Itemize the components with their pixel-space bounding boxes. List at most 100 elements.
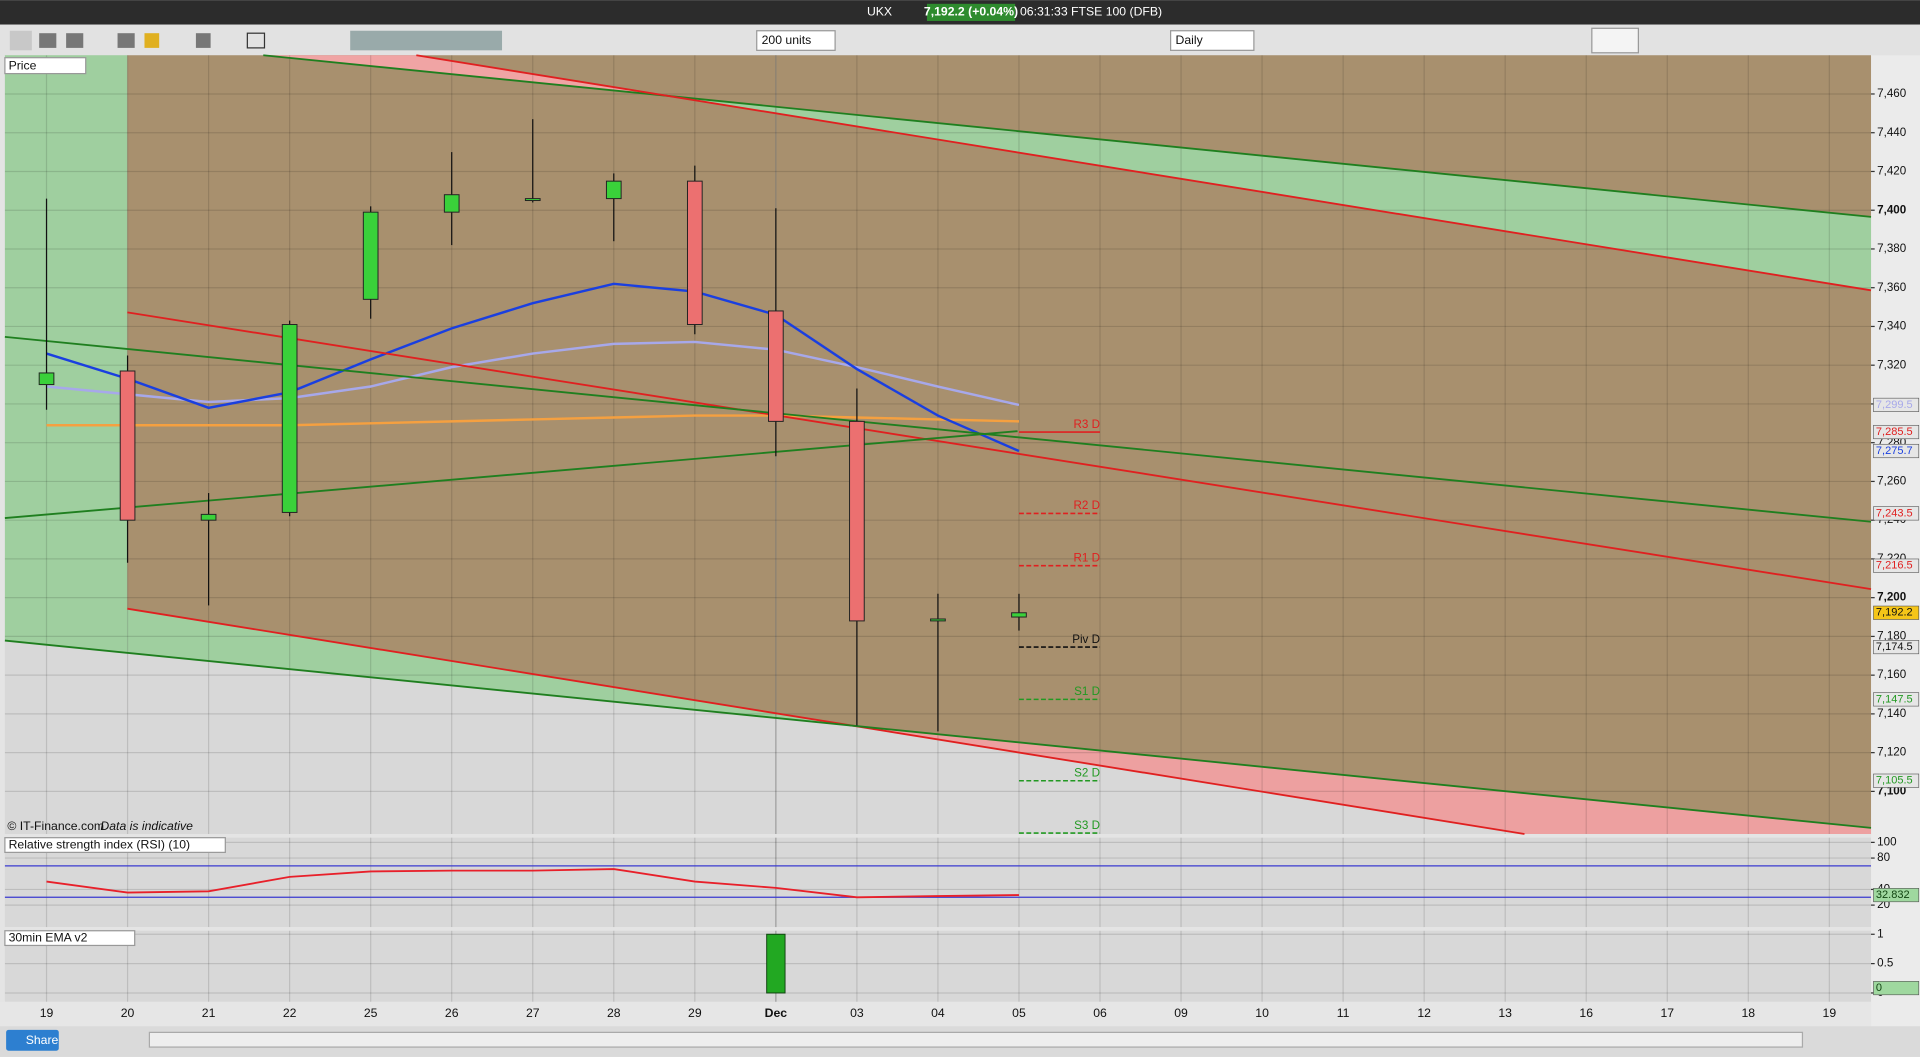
value-tag — [1873, 640, 1920, 655]
price: 7,192.2 (+0.04%) — [924, 5, 1018, 19]
value-tag-label: 7,192.2 — [1876, 607, 1913, 619]
interval: Daily — [1176, 33, 1204, 47]
candle-body — [443, 194, 460, 213]
ema-panel — [4, 930, 1872, 1002]
x-tick-label: 19 — [40, 1006, 54, 1020]
panel-title: Price — [9, 58, 37, 72]
panel-header — [4, 57, 87, 75]
tool-draw[interactable] — [66, 33, 84, 48]
bar — [766, 933, 786, 994]
x-tick-label: 18 — [1741, 1006, 1755, 1020]
pivot-label: Piv D — [1072, 633, 1100, 646]
share-label: Share — [26, 1033, 59, 1047]
share-button[interactable] — [6, 1029, 59, 1051]
y-tick-label: 80 — [1877, 851, 1890, 864]
value-tag-label: 7,285.5 — [1876, 426, 1913, 438]
fill-brown — [127, 55, 1872, 835]
tool-delete[interactable] — [195, 33, 211, 48]
disclaimer: Data is indicative — [100, 819, 193, 833]
x-tick-label: 03 — [850, 1006, 864, 1020]
units-select[interactable] — [756, 30, 836, 51]
panel-title: Relative strength index (RSI) (10) — [9, 837, 191, 851]
y-tick-label: 7,400 — [1877, 203, 1906, 216]
y-tick-label: 7,360 — [1877, 281, 1907, 294]
chart-type-button[interactable] — [1591, 27, 1639, 54]
trend-line — [127, 607, 1525, 835]
channel-lines — [4, 54, 1872, 835]
pivot-label: S1 D — [1074, 685, 1100, 698]
x-tick-label: 11 — [1337, 1006, 1350, 1020]
pivot-label: S3 D — [1074, 819, 1100, 832]
price-box — [926, 3, 1016, 21]
trend-line — [263, 54, 1872, 218]
x-tick-label: 05 — [1012, 1006, 1026, 1020]
x-tick-label: 26 — [445, 1006, 459, 1020]
value-tag-label: 7,216.5 — [1876, 560, 1913, 572]
y-tick-label: 0.5 — [1877, 957, 1893, 970]
y-tick-label: 7,180 — [1877, 629, 1907, 642]
interval-select[interactable] — [1170, 30, 1255, 51]
x-tick-label: 06 — [1093, 1006, 1107, 1020]
series-line — [46, 340, 1020, 407]
candle-body — [686, 180, 703, 326]
x-tick-label: 04 — [931, 1006, 945, 1020]
rsi-panel — [4, 837, 1872, 928]
fill-pink — [852, 725, 1872, 835]
candle-body — [849, 420, 865, 622]
panel-header — [4, 930, 136, 947]
x-tick-label: 10 — [1255, 1006, 1269, 1020]
x-tick-label: 25 — [364, 1006, 378, 1020]
candle-body — [38, 372, 55, 386]
value-tag — [1873, 981, 1920, 996]
status: 06:31:33 FTSE 100 (DFB) — [1020, 5, 1162, 19]
tool-zoom[interactable] — [39, 33, 57, 48]
tool-rect[interactable] — [246, 32, 266, 49]
value-tag — [1873, 397, 1920, 412]
x-tick-label: 27 — [526, 1006, 540, 1020]
tool-pointer[interactable] — [9, 30, 32, 51]
trend-line — [127, 311, 1872, 591]
y-tick-label: 7,340 — [1877, 320, 1907, 333]
x-tick-label: 09 — [1174, 1006, 1188, 1020]
value-tag-label: 7,275.7 — [1876, 445, 1913, 457]
value-tag — [1873, 558, 1920, 573]
candle-body — [930, 618, 946, 622]
y-tick-label: 100 — [1877, 835, 1897, 848]
value-tag — [1873, 888, 1920, 903]
x-tick-label: 21 — [202, 1006, 216, 1020]
candle-body — [524, 198, 541, 202]
candle-body — [281, 324, 298, 513]
candle-body — [1011, 612, 1027, 618]
y-tick-label: 7,140 — [1877, 707, 1907, 720]
trend-line — [4, 639, 1872, 829]
y-tick-label: 7,200 — [1877, 591, 1906, 604]
y-tick-label: 7,420 — [1877, 165, 1907, 178]
tool-icons — [9, 30, 503, 51]
pivot-label: S2 D — [1074, 766, 1100, 779]
y-tick-label: 7,260 — [1877, 475, 1907, 488]
pivot-label: R3 D — [1074, 418, 1101, 431]
instrument: UKX — [867, 5, 892, 19]
candle-body — [119, 370, 136, 521]
color-palette[interactable] — [350, 30, 503, 51]
y-tick-label: 7,460 — [1877, 87, 1907, 100]
tool-text[interactable] — [117, 33, 135, 48]
y-tick-label: 7,120 — [1877, 746, 1907, 759]
candle-body — [605, 180, 622, 200]
scrollbar[interactable] — [148, 1031, 1804, 1048]
x-tick-label: Dec — [765, 1006, 788, 1020]
value-tag-label: 0 — [1876, 982, 1882, 994]
x-tick-label: 19 — [1823, 1006, 1837, 1020]
pivot-label: R1 D — [1074, 551, 1101, 564]
value-tag — [1873, 443, 1920, 459]
tool-alert[interactable] — [144, 33, 160, 48]
pivot-label: R2 D — [1074, 499, 1101, 512]
series-line — [46, 868, 1019, 899]
y-tick-label: 1 — [1877, 927, 1883, 940]
candle-body — [768, 310, 784, 422]
trend-line — [4, 335, 1872, 523]
y-tick-label: 7,380 — [1877, 242, 1907, 255]
candle-body — [200, 513, 217, 521]
